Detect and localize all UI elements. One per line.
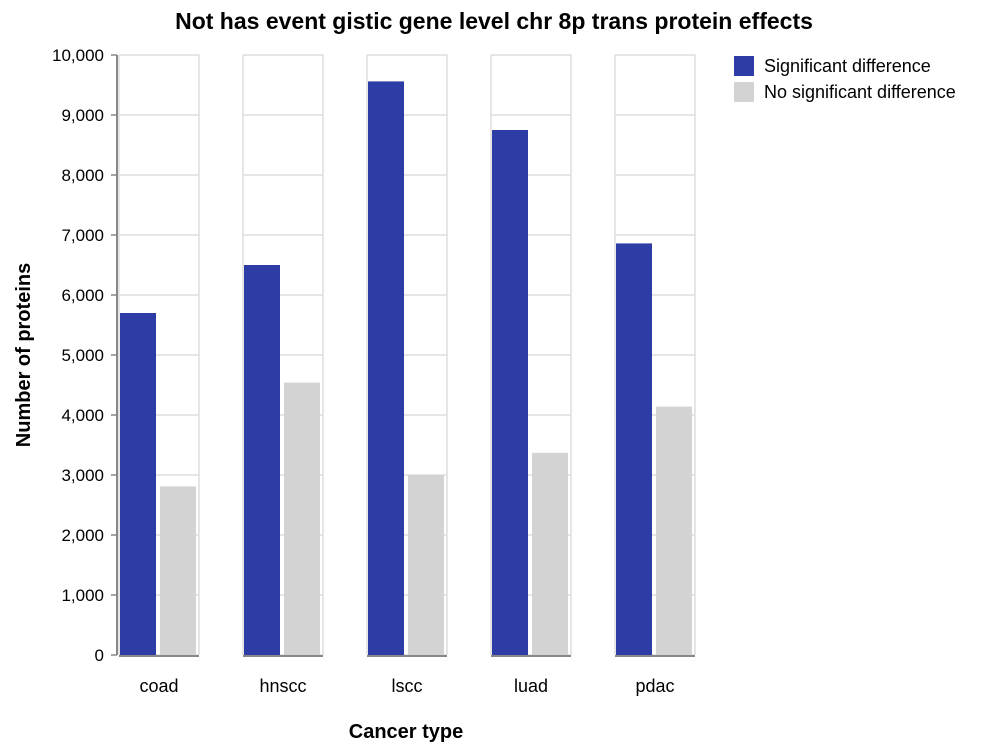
legend-swatch bbox=[734, 82, 754, 102]
axes: coad hnscc lscc luad pdac 0 1,000 2,000 3,000 4,0… bbox=[52, 46, 695, 696]
y-tick-label: 0 bbox=[95, 646, 104, 665]
bar-coad-significant bbox=[120, 313, 156, 655]
y-tick-label: 7,000 bbox=[61, 226, 104, 245]
x-tick-label: luad bbox=[514, 676, 548, 696]
x-tick-label: pdac bbox=[635, 676, 674, 696]
x-tick-label: lscc bbox=[392, 676, 423, 696]
y-tick-label: 1,000 bbox=[61, 586, 104, 605]
legend-swatch bbox=[734, 56, 754, 76]
y-tick-label: 9,000 bbox=[61, 106, 104, 125]
y-tick-label: 6,000 bbox=[61, 286, 104, 305]
y-tick-label: 2,000 bbox=[61, 526, 104, 545]
y-tick-label: 8,000 bbox=[61, 166, 104, 185]
bar-hnscc-not-significant bbox=[284, 382, 320, 655]
bar-coad-not-significant bbox=[160, 486, 196, 655]
x-axis-title: Cancer type bbox=[349, 721, 464, 743]
bar-pdac-significant bbox=[616, 243, 652, 655]
chart-title: Not has event gistic gene level chr 8p t… bbox=[175, 8, 813, 34]
bars bbox=[120, 81, 692, 655]
y-tick-label: 4,000 bbox=[61, 406, 104, 425]
legend-label: Significant difference bbox=[764, 56, 931, 76]
legend-label: No significant difference bbox=[764, 82, 956, 102]
legend: Significant difference No significant dif… bbox=[734, 56, 956, 102]
bar-lscc-not-significant bbox=[408, 475, 444, 655]
bar-hnscc-significant bbox=[244, 265, 280, 655]
y-axis-title: Number of proteins bbox=[13, 263, 35, 447]
x-tick-label: hnscc bbox=[259, 676, 306, 696]
bar-luad-significant bbox=[492, 130, 528, 655]
y-tick-label: 5,000 bbox=[61, 346, 104, 365]
bar-luad-not-significant bbox=[532, 452, 568, 655]
gridlines bbox=[118, 54, 696, 656]
bar-pdac-not-significant bbox=[656, 406, 692, 655]
x-tick-label: coad bbox=[139, 676, 178, 696]
bar-lscc-significant bbox=[368, 81, 404, 655]
y-tick-label: 3,000 bbox=[61, 466, 104, 485]
y-tick-label: 10,000 bbox=[52, 46, 104, 65]
